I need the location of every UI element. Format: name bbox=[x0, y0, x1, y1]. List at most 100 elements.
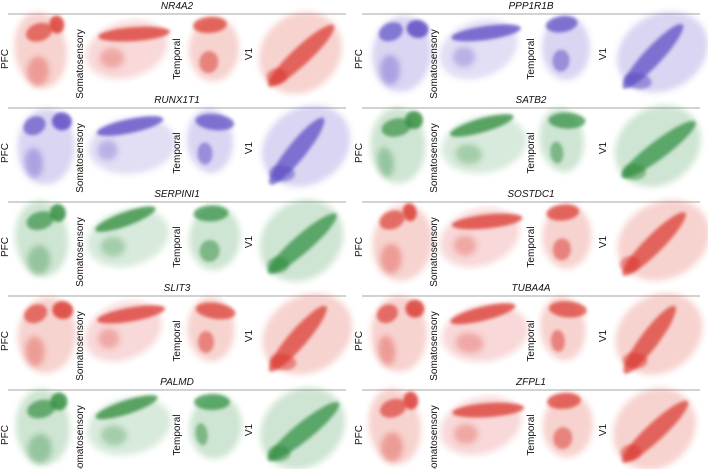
expression-blob bbox=[619, 256, 640, 273]
expression-blob bbox=[550, 141, 564, 164]
expression-blob bbox=[453, 235, 477, 256]
expression-blob bbox=[198, 331, 214, 353]
expression-blob bbox=[450, 303, 516, 325]
expression-blob bbox=[193, 205, 229, 222]
region-label: V1 bbox=[244, 141, 255, 154]
expression-blob bbox=[552, 49, 570, 72]
expression-blob bbox=[545, 15, 578, 33]
expression-blob bbox=[95, 395, 158, 420]
expression-blob bbox=[380, 432, 403, 463]
expression-blob bbox=[546, 204, 580, 221]
region-label: V1 bbox=[598, 235, 609, 248]
region-label: Temporal bbox=[172, 320, 183, 361]
expression-blob bbox=[49, 203, 66, 222]
region-label: Temporal bbox=[526, 414, 537, 455]
expression-blob bbox=[621, 120, 696, 179]
expression-blob bbox=[24, 147, 43, 178]
expression-blob bbox=[96, 116, 164, 136]
expression-blob bbox=[440, 396, 522, 456]
expression-blob bbox=[405, 299, 425, 318]
expression-blob bbox=[439, 207, 520, 268]
expression-blob bbox=[379, 210, 405, 230]
gene-panel: PPP1R1B PFC Somatosensory Temporal V1 bbox=[354, 1, 708, 99]
gene-panel: SERPINI1 PFC Somatosensory Temporal V1 bbox=[0, 189, 346, 287]
gene-name: ZFPL1 bbox=[515, 377, 546, 388]
expression-blob bbox=[50, 392, 68, 411]
region-label: PFC bbox=[354, 49, 365, 69]
gene-name: SOSTDC1 bbox=[507, 189, 554, 200]
expression-blob bbox=[49, 15, 65, 34]
expression-blob bbox=[452, 402, 525, 418]
gene-panel: RUNX1T1 PFC Somatosensory Temporal V1 bbox=[0, 95, 351, 193]
expression-blob bbox=[27, 399, 56, 419]
region-label: Temporal bbox=[526, 320, 537, 361]
region-label: Temporal bbox=[526, 38, 537, 79]
expression-blob bbox=[194, 394, 230, 410]
expression-blob bbox=[98, 26, 171, 42]
expression-blob bbox=[552, 238, 571, 261]
expression-blob bbox=[550, 329, 565, 352]
expression-blob bbox=[97, 305, 166, 324]
region-label: PFC bbox=[354, 143, 365, 163]
region-label: PFC bbox=[0, 237, 11, 257]
region-label: Somatosensory bbox=[429, 123, 440, 192]
expression-blob bbox=[26, 211, 54, 231]
region-label: PFC bbox=[0, 425, 11, 445]
expression-blob bbox=[24, 304, 48, 324]
expression-blob bbox=[376, 304, 398, 324]
region-label: Somatosensory bbox=[75, 405, 86, 469]
expression-blob bbox=[380, 55, 400, 85]
region-label: V1 bbox=[598, 329, 609, 342]
expression-blob bbox=[452, 46, 475, 67]
expression-blob bbox=[197, 142, 213, 165]
expression-blob bbox=[548, 112, 586, 129]
expression-blob bbox=[267, 402, 340, 461]
region-label: Somatosensory bbox=[75, 123, 86, 192]
region-label: PFC bbox=[354, 425, 365, 445]
expression-blob bbox=[455, 332, 484, 354]
region-label: Temporal bbox=[526, 226, 537, 267]
expression-blob bbox=[26, 56, 49, 87]
region-label: V1 bbox=[244, 329, 255, 342]
region-label: Temporal bbox=[172, 226, 183, 267]
expression-blob bbox=[613, 388, 696, 469]
expression-blob bbox=[100, 236, 126, 257]
expression-blob bbox=[27, 245, 51, 276]
expression-blob bbox=[454, 424, 478, 444]
gene-panel: NR4A2 PFC Somatosensory Temporal V1 bbox=[0, 1, 346, 99]
expression-blob bbox=[622, 23, 684, 89]
gene-panel: SOSTDC1 PFC Somatosensory Temporal V1 bbox=[354, 189, 708, 287]
expression-blob bbox=[449, 114, 514, 137]
expression-blob bbox=[84, 301, 162, 362]
expression-blob bbox=[379, 398, 407, 418]
region-label: V1 bbox=[244, 235, 255, 248]
region-label: Somatosensory bbox=[429, 217, 440, 286]
region-label: V1 bbox=[598, 47, 609, 60]
expression-blob bbox=[199, 51, 219, 74]
gene-panel: TUBA4A PFC Somatosensory Temporal V1 bbox=[354, 283, 703, 381]
expression-blob bbox=[406, 19, 429, 38]
expression-blob bbox=[269, 354, 297, 371]
region-label: V1 bbox=[244, 47, 255, 60]
expression-blob bbox=[260, 387, 346, 469]
expression-blob bbox=[451, 213, 523, 230]
expression-blob bbox=[25, 336, 45, 367]
expression-blob bbox=[546, 392, 581, 410]
expression-blob bbox=[622, 164, 646, 180]
gene-panel: ZFPL1 PFC Somatosensory Temporal V1 bbox=[354, 377, 700, 469]
expression-blob bbox=[405, 111, 423, 129]
gene-name: SATB2 bbox=[516, 95, 547, 106]
expression-blob bbox=[97, 140, 118, 161]
expression-blob bbox=[51, 112, 72, 131]
expression-blob bbox=[439, 19, 518, 80]
expression-blob bbox=[266, 68, 288, 85]
expression-blob bbox=[199, 239, 220, 262]
gene-panel: SLIT3 PFC Somatosensory Temporal V1 bbox=[0, 283, 353, 381]
expression-blob bbox=[52, 301, 74, 320]
gene-panel: PALMD PFC Somatosensory Temporal V1 bbox=[0, 377, 346, 469]
region-label: V1 bbox=[244, 423, 255, 436]
expression-blob bbox=[268, 165, 295, 182]
gene-name: PALMD bbox=[160, 377, 194, 388]
region-label: V1 bbox=[598, 141, 609, 154]
